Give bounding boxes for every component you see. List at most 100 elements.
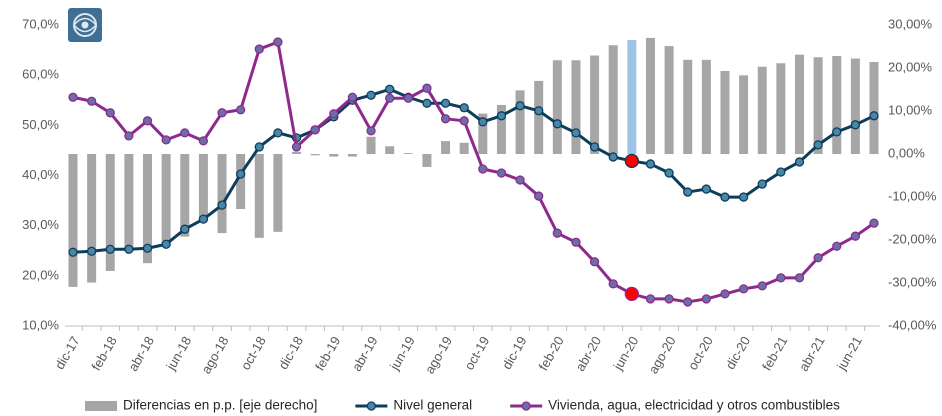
marker (217, 200, 227, 210)
highlight-marker (624, 286, 639, 302)
bar (590, 55, 600, 154)
marker (142, 116, 153, 126)
marker (440, 98, 451, 108)
marker (720, 289, 730, 299)
marker (515, 101, 525, 111)
marker (757, 281, 767, 291)
bar (347, 154, 357, 157)
marker (254, 142, 264, 152)
marker (254, 44, 264, 54)
marker (813, 253, 823, 263)
bar (273, 154, 283, 232)
y-tick-label: 70,0% (22, 16, 59, 31)
bar (292, 151, 302, 154)
bar (739, 75, 749, 154)
marker (329, 109, 339, 119)
y2-tick-label: -40,00% (888, 317, 937, 332)
marker (161, 239, 171, 249)
marker (496, 168, 507, 178)
marker (385, 93, 395, 103)
x-tick-label: ago-19 (422, 334, 455, 377)
logo (68, 8, 102, 42)
marker (794, 273, 805, 283)
marker (534, 106, 544, 116)
legend-marker (521, 401, 531, 411)
marker (589, 257, 600, 267)
marker (403, 93, 413, 103)
bar (571, 60, 581, 155)
x-tick-label: abr-19 (349, 334, 381, 374)
line (72, 87, 875, 254)
bar (720, 71, 730, 154)
y-tick-label: 60,0% (22, 67, 59, 82)
bar (645, 37, 655, 154)
marker (571, 128, 581, 138)
marker (869, 218, 879, 228)
marker (645, 294, 656, 304)
marker (236, 105, 246, 115)
bar (850, 58, 860, 154)
legend-marker (366, 401, 377, 411)
marker (291, 142, 302, 152)
marker (832, 241, 842, 251)
bar (552, 60, 562, 155)
legend-label: Nivel general (393, 398, 472, 413)
marker (180, 128, 190, 138)
marker (794, 157, 805, 167)
marker (608, 152, 618, 162)
highlight-marker (624, 153, 639, 169)
marker (347, 92, 358, 102)
y-tick-label: 40,0% (22, 167, 59, 182)
bar (869, 61, 879, 155)
y2-tick-label: 20,00% (888, 59, 933, 74)
marker (738, 192, 749, 202)
marker (273, 37, 283, 47)
bar (627, 40, 637, 154)
marker (86, 246, 97, 256)
marker (366, 126, 376, 136)
bar (496, 104, 506, 154)
x-tick-label: dic-18 (275, 334, 306, 372)
marker (589, 142, 600, 152)
marker (105, 108, 115, 118)
marker (645, 159, 656, 169)
marker (478, 164, 488, 174)
marker (385, 84, 395, 94)
bar (105, 154, 115, 271)
bar (87, 154, 97, 283)
marker (664, 294, 674, 304)
bar (813, 57, 823, 154)
x-tick-label: ago-18 (198, 334, 231, 377)
y-tick-label: 30,0% (22, 217, 59, 232)
bar (776, 63, 786, 154)
x-tick-label: oct-18 (238, 334, 269, 373)
marker (683, 297, 693, 307)
marker (124, 244, 134, 254)
marker (813, 140, 823, 150)
y2-tick-label: 0,00% (888, 145, 925, 160)
x-tick-label: jun-21 (833, 334, 865, 374)
marker (198, 136, 209, 146)
bar (366, 136, 376, 154)
marker (776, 273, 786, 283)
legend-swatch (85, 401, 117, 411)
bar (459, 142, 469, 154)
marker (142, 243, 153, 253)
y2-tick-label: -10,00% (888, 188, 937, 203)
bar (329, 154, 339, 157)
line (72, 40, 875, 304)
bar (832, 55, 842, 154)
x-tick-label: feb-21 (759, 334, 790, 373)
bar (385, 146, 395, 154)
marker (571, 237, 581, 247)
x-tick-label: dic-19 (499, 334, 530, 372)
bar (701, 59, 711, 154)
bar (143, 154, 153, 264)
y-tick-label: 10,0% (22, 317, 59, 332)
bar (236, 154, 246, 210)
bar (664, 46, 674, 154)
marker (701, 184, 711, 194)
marker (869, 111, 879, 121)
marker (515, 175, 525, 185)
bar (794, 54, 804, 154)
